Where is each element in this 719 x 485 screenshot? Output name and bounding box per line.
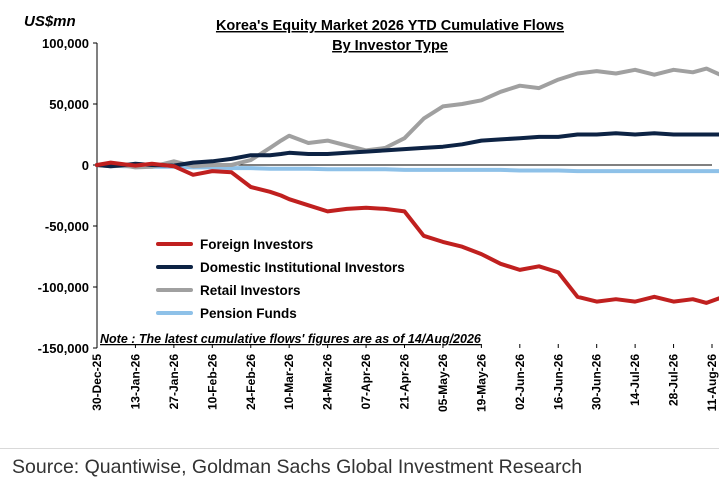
x-tick-label: 27-Jan-26 xyxy=(167,354,181,410)
x-tick-label: 05-May-26 xyxy=(436,354,450,412)
legend-label: Pension Funds xyxy=(200,306,297,321)
legend-label: Foreign Investors xyxy=(200,237,313,252)
series-line-retail-investors xyxy=(95,66,719,170)
x-tick-label: 13-Jan-26 xyxy=(128,354,142,410)
y-tick-label: -150,000 xyxy=(38,341,89,356)
equity-flows-chart: US$mn Korea's Equity Market 2026 YTD Cum… xyxy=(24,13,719,412)
legend: Foreign Investors Domestic Institutional … xyxy=(156,237,405,321)
x-tick-label: 14-Jul-26 xyxy=(628,354,642,406)
x-tick-label: 10-Feb-26 xyxy=(205,354,219,410)
y-axis: 100,000 50,000 0 -50,000 -100,000 -150,000 xyxy=(38,36,98,356)
series-layer xyxy=(95,66,719,305)
x-tick-label: 30-Jun-26 xyxy=(590,354,604,410)
x-tick-label: 02-Jun-26 xyxy=(513,354,527,410)
x-tick-label: 07-Apr-26 xyxy=(359,354,373,410)
x-tick-label: 24-Mar-26 xyxy=(321,354,335,410)
x-tick-label: 10-Mar-26 xyxy=(282,354,296,410)
legend-label: Retail Investors xyxy=(200,283,301,298)
x-tick-label: 28-Jul-26 xyxy=(667,354,681,406)
legend-label: Domestic Institutional Investors xyxy=(200,260,405,275)
x-tick-label: 21-Apr-26 xyxy=(398,354,412,410)
source-caption: Source: Quantiwise, Goldman Sachs Global… xyxy=(12,456,583,478)
series-line-domestic-institutional-investors xyxy=(95,131,719,169)
y-tick-label: -100,000 xyxy=(38,280,89,295)
y-tick-label: 0 xyxy=(82,158,89,173)
y-tick-label: 100,000 xyxy=(42,36,89,51)
chart-title-line2: By Investor Type xyxy=(332,38,448,54)
x-tick-label: 11-Aug-26 xyxy=(705,354,719,412)
y-tick-label: -50,000 xyxy=(45,219,89,234)
series-line-foreign-investors xyxy=(95,160,719,305)
x-tick-label: 24-Feb-26 xyxy=(244,354,258,410)
x-axis: 30-Dec-25 13-Jan-26 27-Jan-26 10-Feb-26 24-F… xyxy=(90,164,719,412)
x-tick-label: 30-Dec-25 xyxy=(90,354,104,411)
chart-title-line1: Korea's Equity Market 2026 YTD Cumulativ… xyxy=(216,18,564,34)
chart-frame: US$mn Korea's Equity Market 2026 YTD Cum… xyxy=(0,13,719,449)
unit-label: US$mn xyxy=(24,13,76,30)
x-tick-label: 19-May-26 xyxy=(474,354,488,412)
y-tick-label: 50,000 xyxy=(49,97,89,112)
chart-note: Note : The latest cumulative flows' figu… xyxy=(100,332,482,346)
x-tick-label: 16-Jun-26 xyxy=(551,354,565,410)
